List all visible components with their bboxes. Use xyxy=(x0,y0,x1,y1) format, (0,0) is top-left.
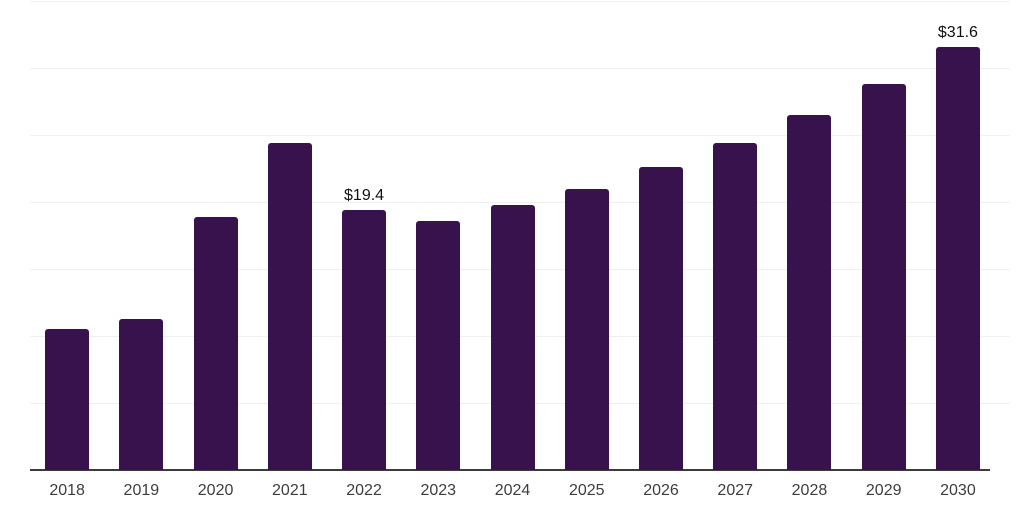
bar xyxy=(342,210,387,470)
x-axis-tick-label: 2019 xyxy=(123,482,160,499)
x-axis-tick-label: 2029 xyxy=(865,482,902,499)
x-axis-tick-label: 2018 xyxy=(49,482,85,499)
x-axis-tick-label: 2025 xyxy=(568,482,605,499)
x-axis-line xyxy=(30,469,990,471)
bar xyxy=(713,143,758,470)
bar xyxy=(861,84,906,470)
bar-column: 2023 xyxy=(401,0,475,512)
bar-column: 2024 xyxy=(475,0,549,512)
bar-column: $19.4 2022 xyxy=(327,0,401,512)
bar xyxy=(564,189,609,470)
bar-column: 2021 xyxy=(253,0,327,512)
bar-column: 2028 xyxy=(772,0,846,512)
x-axis-tick-label: 2022 xyxy=(346,482,382,499)
bar-column: 2018 xyxy=(30,0,104,512)
x-axis-tick-label: 2024 xyxy=(494,482,531,499)
bar xyxy=(416,221,461,470)
x-axis-tick-label: 2030 xyxy=(940,482,976,499)
bar-column: 2029 xyxy=(847,0,921,512)
bar-column: 2025 xyxy=(550,0,624,512)
bar-column: $31.6 2030 xyxy=(921,0,995,512)
x-axis-tick-label: 2021 xyxy=(272,482,308,499)
bar xyxy=(119,319,164,470)
bar xyxy=(193,217,238,470)
bar-column: 2020 xyxy=(178,0,252,512)
bar xyxy=(490,205,535,470)
x-axis-tick-label: 2027 xyxy=(717,482,754,499)
x-axis-tick-label: 2028 xyxy=(791,482,828,499)
bar xyxy=(267,143,312,470)
bar-column: 2027 xyxy=(698,0,772,512)
bar xyxy=(45,329,90,470)
bar xyxy=(935,47,980,470)
x-axis-tick-label: 2026 xyxy=(643,482,679,499)
bar-value-label: $31.6 xyxy=(937,24,978,41)
plot-area: 2018 2019 2020 2021 $19.4 2022 2023 2024 2025 202… xyxy=(30,0,995,512)
bar-value-label: $19.4 xyxy=(344,187,385,204)
x-axis-tick-label: 2023 xyxy=(420,482,457,499)
bar-column: 2026 xyxy=(624,0,698,512)
x-axis-tick-label: 2020 xyxy=(197,482,234,499)
bar-column: 2019 xyxy=(104,0,178,512)
bar xyxy=(638,167,683,470)
bar xyxy=(787,115,832,470)
